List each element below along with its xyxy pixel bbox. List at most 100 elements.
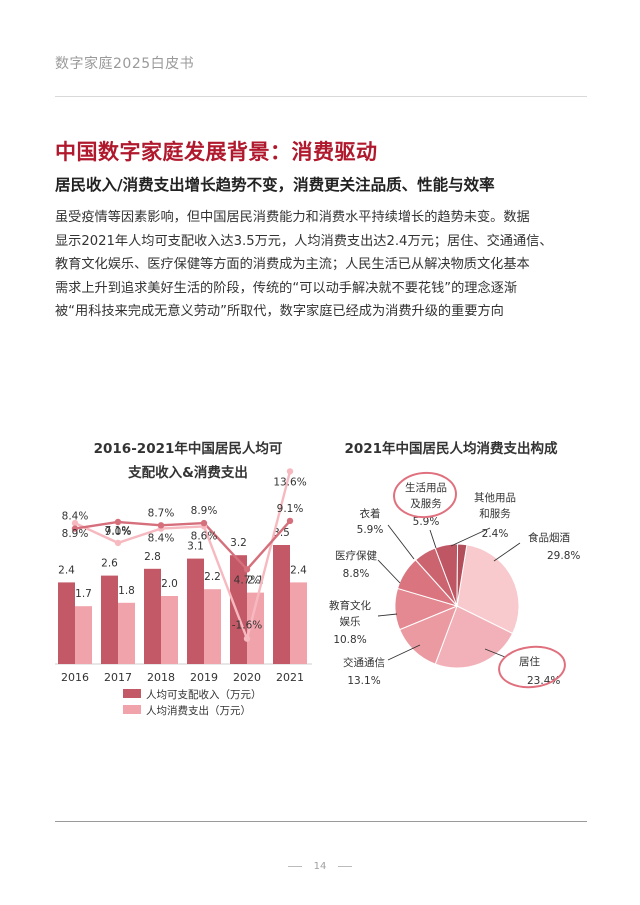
pie-slice-name-line: 生活用品 xyxy=(405,481,447,494)
body-paragraph: 虽受疫情等因素影响，但中国居民消费能力和消费水平持续增长的趋势未变。数据 显示2… xyxy=(55,206,590,324)
income-growth-label: 9.1% xyxy=(277,503,304,515)
pie-slice-percent: 5.9% xyxy=(413,516,440,528)
income-value-label: 3.1 xyxy=(187,541,204,553)
page-number: 14 xyxy=(0,861,640,872)
legend-label-spending: 人均消费支出（万元） xyxy=(146,704,251,717)
body-line: 虽受疫情等因素影响，但中国居民消费能力和消费水平持续增长的趋势未变。数据 xyxy=(55,210,530,225)
spending-growth-label: 7.1% xyxy=(105,525,132,537)
pie-chart-title: 2021年中国居民人均消费支出构成 xyxy=(344,440,558,457)
pie-slice-percent: 5.9% xyxy=(357,524,384,536)
pie-slice-percent: 29.8% xyxy=(547,550,580,562)
header-divider xyxy=(55,96,587,97)
page-number-dash xyxy=(338,865,353,867)
highlight-ring-daily-goods xyxy=(393,471,457,519)
income-value-label: 2.4 xyxy=(58,564,75,576)
spending-growth-point xyxy=(286,468,294,475)
spending-growth-point xyxy=(71,519,79,527)
pie-slice-name: 食品烟酒 xyxy=(528,531,570,544)
pie-leader-line xyxy=(377,613,398,617)
x-tick-label: 2020 xyxy=(233,671,261,684)
spending-value-label: 2.4 xyxy=(290,564,307,576)
highlight-ring-housing xyxy=(498,645,566,689)
pie-leader-line xyxy=(450,527,491,547)
income-value-label: 2.6 xyxy=(101,558,118,570)
pie-slice-name-line: 和服务 xyxy=(479,507,511,520)
spending-bar xyxy=(161,596,178,664)
pie-slice-name-line: 娱乐 xyxy=(340,615,361,628)
spending-growth-label: 8.9% xyxy=(62,528,89,540)
pie-slice-percent: 13.1% xyxy=(347,675,380,687)
pie-leader-line xyxy=(387,524,415,560)
section-title: 中国数字家庭发展背景：消费驱动 xyxy=(55,140,378,164)
income-growth-label: 8.9% xyxy=(191,505,218,517)
pie-slice-name-line: 其他用品 xyxy=(474,491,516,504)
spending-bar xyxy=(204,589,221,664)
spending-bar xyxy=(247,592,264,664)
income-value-label: 3.2 xyxy=(230,537,247,549)
pie-slice-name: 衣着 xyxy=(360,507,381,520)
pie-slice-percent: 2.4% xyxy=(482,528,509,540)
income-bar xyxy=(101,575,118,664)
income-growth-label: 9.0% xyxy=(105,526,132,538)
income-bar xyxy=(58,582,75,664)
pie-leader-line xyxy=(377,559,401,584)
income-growth-point xyxy=(71,525,79,532)
chart-title-line: 支配收入&消费支出 xyxy=(127,464,248,481)
income-bar xyxy=(144,568,161,664)
document-header-title: 数字家庭2025白皮书 xyxy=(55,56,195,72)
income-growth-point xyxy=(114,518,122,526)
spending-value-label: 2.1 xyxy=(247,575,264,587)
income-bar xyxy=(187,558,204,664)
pie-slice-name-line: 及服务 xyxy=(410,497,442,510)
pie-slice-percent: 10.8% xyxy=(333,634,366,646)
income-growth-label: 8.4% xyxy=(62,511,89,523)
legend-swatch-income xyxy=(123,689,141,698)
pie-slice xyxy=(456,543,468,607)
income-growth-point xyxy=(243,566,251,573)
pie-slice-name: 居住 xyxy=(519,655,540,668)
income-growth-line xyxy=(74,520,291,572)
chart-title-line: 2016-2021年中国居民人均可 xyxy=(94,440,283,457)
legend-swatch-spending xyxy=(123,705,141,714)
spending-value-label: 2.0 xyxy=(161,578,178,590)
income-growth-point xyxy=(200,519,208,527)
spending-growth-label: -1.6% xyxy=(232,620,262,632)
spending-growth-label: 8.6% xyxy=(191,530,218,542)
income-bar xyxy=(273,545,290,664)
spending-value-label: 2.2 xyxy=(204,571,221,583)
spending-bar xyxy=(118,602,135,664)
spending-value-label: 1.8 xyxy=(118,585,135,597)
pie-slice-percent: 23.4% xyxy=(527,675,560,687)
spending-growth-point xyxy=(243,635,251,642)
income-growth-label: 4.7% xyxy=(234,574,261,586)
page-number-value: 14 xyxy=(313,861,327,872)
pie-leader-line xyxy=(493,542,521,562)
pie-slice-name: 交通通信 xyxy=(343,656,385,669)
x-tick-label: 2021 xyxy=(276,671,304,684)
x-tick-label: 2018 xyxy=(147,671,175,684)
income-growth-point xyxy=(286,517,294,525)
income-bar xyxy=(230,555,247,664)
body-line: 教育文化娱乐、医疗保健等方面的消费成为主流；人民生活已从解决物质文化基本 xyxy=(55,257,530,272)
x-tick-label: 2019 xyxy=(190,671,218,684)
pie-leader-line xyxy=(429,529,437,549)
spending-bar xyxy=(290,582,307,664)
pie-slice-percent: 8.8% xyxy=(343,568,370,580)
pie-slice-name: 医疗保健 xyxy=(335,549,377,562)
body-line: 显示2021年人均可支配收入达3.5万元，人均消费支出达2.4万元；居住、交通通… xyxy=(55,233,553,249)
x-tick-label: 2016 xyxy=(61,671,89,684)
spending-bar xyxy=(75,606,92,664)
spending-value-label: 1.7 xyxy=(75,588,92,600)
pie-slice-name-line: 教育文化 xyxy=(329,599,371,612)
pie-leader-line xyxy=(387,644,421,661)
spending-growth-line xyxy=(74,471,292,643)
body-line: 需求上升到追求美好生活的阶段，传统的“可以动手解决就不要花钱”的理念逐渐 xyxy=(55,280,518,296)
legend-label-income: 人均可支配收入（万元） xyxy=(146,688,262,701)
body-line: 被“用科技来完成无意义劳动”所取代，数字家庭已经成为消费升级的重要方向 xyxy=(55,304,504,319)
income-growth-point xyxy=(157,522,165,529)
page-number-dash xyxy=(287,865,302,867)
subheading: 居民收入/消费支出增长趋势不变，消费更关注品质、性能与效率 xyxy=(55,176,495,194)
x-tick-label: 2017 xyxy=(104,671,132,684)
